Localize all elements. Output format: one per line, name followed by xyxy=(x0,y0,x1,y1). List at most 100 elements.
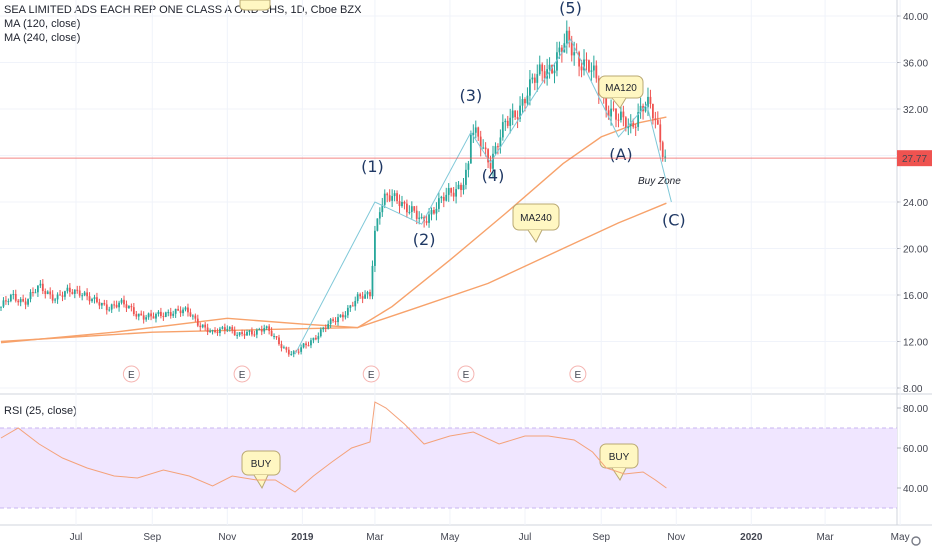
candle xyxy=(56,292,59,304)
candle xyxy=(361,291,364,304)
settings-icon[interactable] xyxy=(911,536,921,546)
candle xyxy=(381,197,384,217)
candle-body xyxy=(425,221,428,223)
candle xyxy=(511,103,514,126)
candle xyxy=(137,313,140,321)
y-tick-label: 40.00 xyxy=(903,12,928,23)
candle xyxy=(406,199,408,218)
candle xyxy=(196,314,199,328)
candle xyxy=(615,108,617,128)
candle xyxy=(570,35,573,62)
y-tick-label: 8.00 xyxy=(903,384,923,395)
buy-note-2-label: BUY xyxy=(609,452,630,463)
candle-body xyxy=(68,287,71,293)
candle xyxy=(285,346,288,353)
candle-body xyxy=(479,136,482,149)
candle xyxy=(125,300,128,312)
candle-body xyxy=(5,300,7,302)
candle xyxy=(221,325,224,330)
candle-body xyxy=(457,184,460,190)
candle xyxy=(194,313,197,322)
candle xyxy=(233,326,236,336)
candle-body xyxy=(529,79,531,96)
candle-body xyxy=(337,317,339,323)
ma120-line xyxy=(0,116,667,344)
candle xyxy=(445,187,448,202)
candle-body xyxy=(297,351,300,353)
candle xyxy=(455,181,457,204)
candle xyxy=(556,41,558,77)
candle-body xyxy=(108,309,111,311)
candle xyxy=(268,324,271,335)
candle xyxy=(236,332,239,339)
candle-body xyxy=(41,283,44,292)
candle-body xyxy=(167,312,170,314)
candle-body xyxy=(236,334,239,336)
candle-body xyxy=(283,347,285,349)
candle xyxy=(216,328,219,336)
candle xyxy=(492,145,494,177)
candle xyxy=(583,49,585,76)
candle xyxy=(174,308,177,318)
candle-body xyxy=(120,299,123,303)
rsi-line xyxy=(0,401,667,493)
candle xyxy=(322,326,325,333)
candle xyxy=(179,306,182,317)
candle xyxy=(184,306,187,312)
candle xyxy=(22,294,25,303)
x-tick-label: Nov xyxy=(218,532,236,543)
candle xyxy=(354,296,357,311)
candle-body xyxy=(157,311,160,315)
candle-body xyxy=(105,304,108,311)
last-price-tag xyxy=(897,150,932,167)
candle xyxy=(96,292,98,304)
candle-body xyxy=(118,302,120,308)
ma120-note-tail xyxy=(611,97,627,109)
candle xyxy=(312,337,315,344)
candle xyxy=(469,130,472,164)
candle-body xyxy=(639,105,642,113)
candle xyxy=(612,101,615,112)
candle-body xyxy=(201,324,204,328)
candle-body xyxy=(342,314,344,318)
candle xyxy=(578,50,580,77)
candle xyxy=(317,332,320,343)
candle-body xyxy=(196,318,199,326)
candle-body xyxy=(177,308,180,311)
candle-body xyxy=(64,291,66,297)
candle-body xyxy=(268,326,271,331)
candle xyxy=(290,350,293,356)
candle xyxy=(2,297,5,309)
earnings-marker xyxy=(233,365,251,383)
candle xyxy=(123,295,125,308)
candle xyxy=(342,311,344,322)
candle-body xyxy=(2,300,5,307)
candle xyxy=(219,326,221,337)
candle-body xyxy=(570,40,573,56)
candle xyxy=(656,111,659,125)
candle-body xyxy=(199,325,202,328)
candle-body xyxy=(605,95,608,111)
candle xyxy=(590,62,593,81)
candle xyxy=(568,26,571,48)
candle-body xyxy=(135,314,138,317)
candle-body xyxy=(519,105,521,119)
candle xyxy=(88,292,91,305)
candle xyxy=(297,348,300,355)
candle-body xyxy=(371,265,374,297)
candle-body xyxy=(590,70,593,72)
candle xyxy=(199,322,202,332)
candle-body xyxy=(447,188,450,195)
candle xyxy=(73,289,76,299)
candle xyxy=(12,290,15,300)
candle xyxy=(273,333,275,340)
candle-body xyxy=(489,162,492,169)
candle-body xyxy=(349,305,352,308)
candle xyxy=(24,297,27,310)
candle-body xyxy=(329,319,332,325)
candle xyxy=(164,311,167,318)
candle-body xyxy=(356,294,359,301)
candle xyxy=(497,143,499,155)
candle-body xyxy=(137,313,140,317)
